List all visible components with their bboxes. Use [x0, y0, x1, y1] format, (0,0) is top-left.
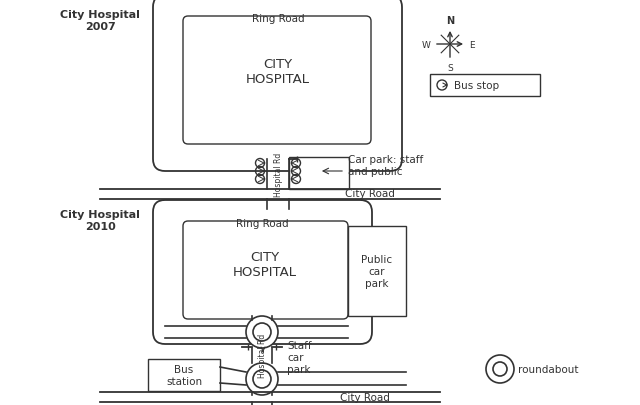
FancyBboxPatch shape	[183, 17, 371, 145]
Text: CITY
HOSPITAL: CITY HOSPITAL	[246, 58, 310, 86]
Text: roundabout: roundabout	[518, 364, 579, 374]
Text: City Road: City Road	[345, 189, 395, 198]
Text: Hospital Rd: Hospital Rd	[275, 153, 284, 197]
Text: Staff
car
park: Staff car park	[287, 341, 312, 374]
Text: Public
car
park: Public car park	[362, 255, 392, 288]
Text: City Hospital
2007: City Hospital 2007	[60, 10, 140, 32]
Text: City Hospital
2010: City Hospital 2010	[60, 209, 140, 232]
Circle shape	[253, 323, 271, 341]
Text: E: E	[469, 40, 475, 49]
Circle shape	[246, 363, 278, 395]
Circle shape	[486, 355, 514, 383]
Bar	[148, 359, 220, 391]
Text: City Road: City Road	[340, 392, 390, 402]
Text: Ring Road: Ring Road	[252, 14, 304, 24]
Text: Car park: staff
and public: Car park: staff and public	[348, 155, 423, 176]
Text: Ring Road: Ring Road	[236, 218, 288, 228]
Circle shape	[246, 316, 278, 348]
Text: W: W	[422, 40, 431, 49]
Bar	[430, 75, 540, 97]
Circle shape	[253, 370, 271, 388]
FancyBboxPatch shape	[183, 222, 348, 319]
Circle shape	[493, 362, 507, 376]
Text: Hospital Rd: Hospital Rd	[259, 333, 268, 377]
FancyBboxPatch shape	[153, 200, 372, 344]
FancyBboxPatch shape	[153, 0, 402, 172]
Bar	[289, 158, 349, 190]
Text: Bus stop: Bus stop	[454, 81, 499, 91]
Bar	[348, 226, 406, 316]
Text: Bus
station: Bus station	[166, 364, 202, 386]
Text: N: N	[446, 16, 454, 26]
Text: S: S	[447, 64, 453, 73]
Text: CITY
HOSPITAL: CITY HOSPITAL	[233, 250, 297, 278]
